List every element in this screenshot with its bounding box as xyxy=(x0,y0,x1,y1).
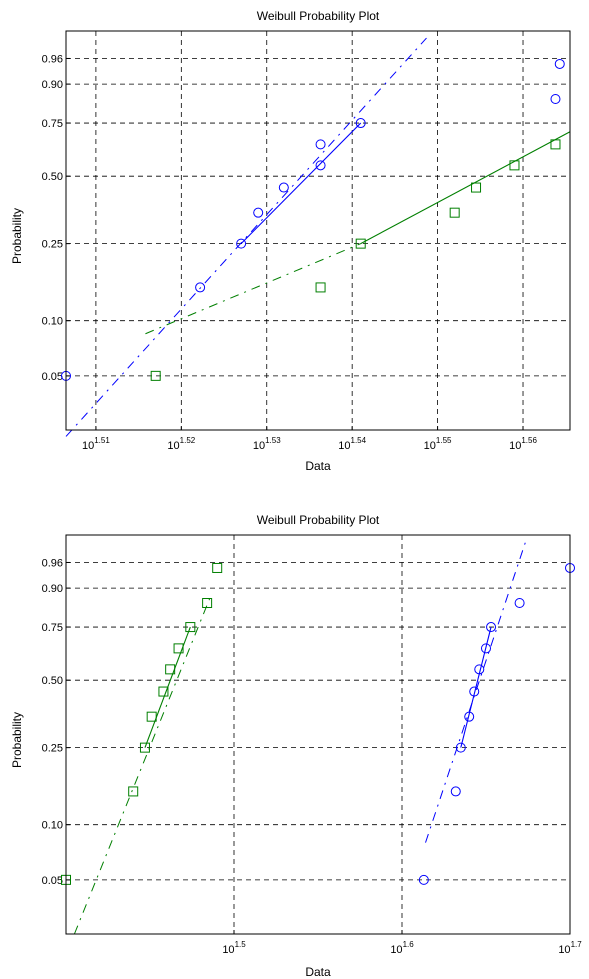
data-point-square xyxy=(146,711,157,722)
data-point-circle xyxy=(315,139,326,150)
x-tick-exponent: 1.6 xyxy=(403,940,415,949)
x-tick-label: 101.6 xyxy=(390,940,414,956)
data-point-square xyxy=(550,139,561,150)
data-point-circle xyxy=(486,622,497,633)
data-point-square xyxy=(173,643,184,654)
x-tick-base: 10 xyxy=(390,944,402,956)
x-tick-base: 10 xyxy=(509,440,521,452)
y-tick-label: 0.90 xyxy=(42,583,63,595)
weibull-plot-top: Weibull Probability Plot Data Probabilit… xyxy=(10,9,571,473)
y-tick-label: 0.50 xyxy=(42,675,63,687)
y-axis-label: Probability xyxy=(10,208,24,264)
data-point-circle xyxy=(514,598,525,609)
x-tick-base: 10 xyxy=(253,440,265,452)
x-tick-base: 10 xyxy=(222,944,234,956)
x-tick-label: 101.52 xyxy=(167,436,195,452)
data-point-circle xyxy=(355,118,366,129)
x-tick-exponent: 1.51 xyxy=(94,436,110,445)
fit-line-dashed xyxy=(425,541,526,843)
y-tick-label: 0.05 xyxy=(42,875,63,887)
x-tick-label: 101.56 xyxy=(509,436,537,452)
x-tick-label: 101.7 xyxy=(558,940,582,956)
data-point-circle xyxy=(236,238,247,249)
data-point-square xyxy=(449,207,460,218)
data-point-circle xyxy=(550,94,561,105)
y-tick-label: 0.10 xyxy=(42,820,63,832)
x-tick-base: 10 xyxy=(424,440,436,452)
data-point-circle xyxy=(554,58,565,69)
x-axis-label: Data xyxy=(305,965,331,979)
data-point-square xyxy=(315,282,326,293)
x-tick-exponent: 1.52 xyxy=(180,436,196,445)
data-point-circle xyxy=(464,711,475,722)
y-tick-label: 0.50 xyxy=(42,171,63,183)
data-point-circle xyxy=(469,686,480,697)
data-point-circle xyxy=(450,786,461,797)
fit-line-dashed xyxy=(145,243,361,335)
x-axis-label: Data xyxy=(305,459,331,473)
x-tick-label: 101.5 xyxy=(222,940,246,956)
data-point-circle xyxy=(253,207,264,218)
fit-line-solid xyxy=(240,122,362,245)
y-tick-label: 0.75 xyxy=(42,118,63,130)
data-point-circle xyxy=(474,664,485,675)
x-tick-base: 10 xyxy=(167,440,179,452)
weibull-plot-bottom: Weibull Probability Plot Data Probabilit… xyxy=(10,513,582,979)
plot-area xyxy=(65,30,571,431)
x-tick-label: 101.51 xyxy=(82,436,110,452)
x-tick-label: 101.54 xyxy=(338,436,366,452)
data-point-square xyxy=(509,160,520,171)
data-point-square xyxy=(158,686,169,697)
x-tick-exponent: 1.54 xyxy=(351,436,367,445)
fit-line-dashed xyxy=(73,594,212,935)
y-tick-label: 0.90 xyxy=(42,79,63,91)
fit-line-dashed xyxy=(65,37,427,437)
x-tick-base: 10 xyxy=(82,440,94,452)
x-tick-label: 101.53 xyxy=(253,436,281,452)
data-point-square xyxy=(471,182,482,193)
data-point-circle xyxy=(418,874,429,885)
chart-title: Weibull Probability Plot xyxy=(257,9,380,23)
x-tick-exponent: 1.53 xyxy=(265,436,281,445)
data-point-circle xyxy=(481,643,491,654)
y-tick-label: 0.25 xyxy=(42,743,63,755)
data-point-circle xyxy=(195,282,206,293)
plot-area xyxy=(65,534,571,935)
data-point-square xyxy=(150,370,161,381)
data-point-square xyxy=(165,664,176,675)
y-axis-label: Probability xyxy=(10,712,24,768)
x-tick-exponent: 1.5 xyxy=(235,940,247,949)
data-point-square xyxy=(139,742,150,753)
chart-title: Weibull Probability Plot xyxy=(257,513,380,527)
x-tick-base: 10 xyxy=(558,944,570,956)
y-tick-label: 0.10 xyxy=(42,316,63,328)
data-point-circle xyxy=(278,182,289,193)
data-point-circle xyxy=(455,742,466,753)
x-tick-exponent: 1.56 xyxy=(521,436,537,445)
data-point-square xyxy=(185,622,196,633)
y-tick-label: 0.96 xyxy=(42,557,63,569)
y-tick-label: 0.96 xyxy=(42,53,63,65)
y-tick-label: 0.25 xyxy=(42,239,63,251)
x-tick-label: 101.55 xyxy=(424,436,452,452)
data-point-circle xyxy=(315,160,326,171)
fit-line-solid xyxy=(360,131,571,245)
x-tick-exponent: 1.55 xyxy=(436,436,452,445)
y-tick-label: 0.05 xyxy=(42,371,63,383)
x-tick-exponent: 1.7 xyxy=(571,940,583,949)
data-point-square xyxy=(355,238,366,249)
data-point-square xyxy=(202,598,213,609)
data-point-square xyxy=(128,786,139,797)
y-tick-label: 0.75 xyxy=(42,622,63,634)
data-point-square xyxy=(212,562,223,573)
x-tick-base: 10 xyxy=(338,440,350,452)
